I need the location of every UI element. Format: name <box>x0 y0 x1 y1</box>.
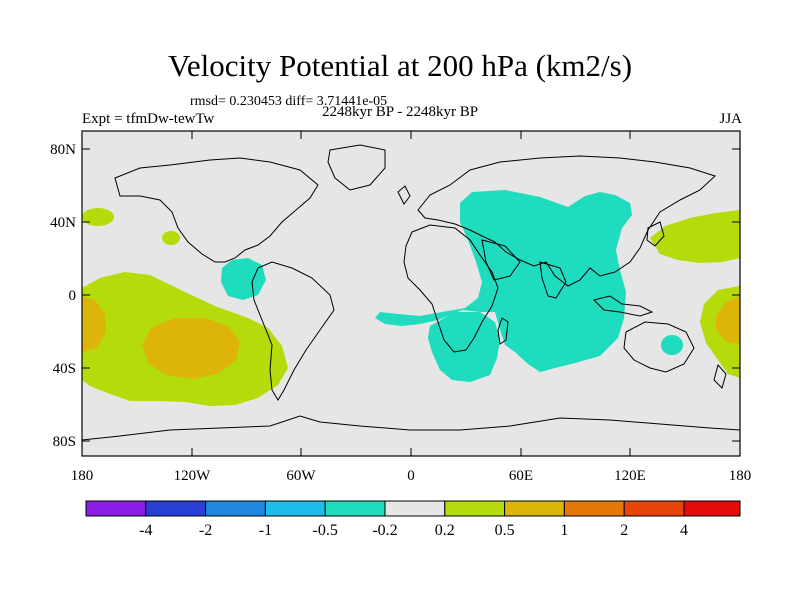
colorbar-box-9 <box>623 500 685 517</box>
lon-label-60e: 60E <box>509 468 533 484</box>
lon-ticks <box>81 131 631 456</box>
colorbar-box-3 <box>264 500 326 517</box>
lon-label-0: 0 <box>407 468 415 484</box>
caribbean-negative-region <box>221 258 266 300</box>
east-pacific-core <box>142 318 240 379</box>
lat-label-80n: 80N <box>50 142 76 158</box>
greenland-coast <box>327 144 386 191</box>
stats-text: rmsd= 0.230453 diff= 3.71441e-05 <box>190 94 388 109</box>
lat-label-40n: 40N <box>50 215 76 231</box>
south-africa-negative-region <box>428 312 500 382</box>
west-edge-core <box>82 296 106 352</box>
nw-pacific-positive-region <box>650 210 740 263</box>
arabia-coast <box>481 239 521 281</box>
lat-label-0: 0 <box>69 288 77 304</box>
uk-coast <box>397 185 411 205</box>
colorbar-box-10 <box>683 500 741 517</box>
lon-label-180e: 180 <box>729 468 752 484</box>
colorbar-label-3: -0.5 <box>313 522 338 539</box>
lat-ticks <box>82 148 740 442</box>
lon-label-180w: 180 <box>71 468 94 484</box>
lon-label-120e: 120E <box>614 468 646 484</box>
colorbar-label-1: -2 <box>199 522 212 539</box>
madagascar-coast <box>497 317 509 345</box>
lat-label-40s: 40S <box>53 361 76 377</box>
lon-label-120w: 120W <box>174 468 212 484</box>
experiment-label: Expt = tfmDw-tewTw <box>82 111 215 127</box>
colorbar-box-5 <box>384 500 446 517</box>
north-pacific-blob <box>82 208 114 226</box>
north-america-coast <box>114 157 319 263</box>
plot-title: Velocity Potential at 200 hPa (km2/s) <box>167 48 633 83</box>
japan-coast <box>646 221 665 247</box>
colorbar-label-4: -0.2 <box>372 522 397 539</box>
colorbar-label-7: 1 <box>560 522 568 539</box>
south-america-coast <box>251 261 335 401</box>
west-pacific-core <box>716 296 740 344</box>
colorbar-label-0: -4 <box>139 522 152 539</box>
colorbar-label-2: -1 <box>259 522 272 539</box>
colorbar-box-4 <box>324 500 386 517</box>
eastern-hemisphere-negative-region <box>375 190 632 372</box>
north-pacific-blob-small <box>162 231 180 245</box>
coastlines <box>82 144 740 441</box>
lon-label-60w: 60W <box>286 468 316 484</box>
colorbar-box-8 <box>563 500 625 517</box>
new-zealand-coast <box>713 363 727 389</box>
lat-label-80s: 80S <box>53 434 76 450</box>
colorbar-box-1 <box>145 500 207 517</box>
australia-coast <box>623 321 695 373</box>
colorbar-label-5: 0.2 <box>435 522 455 539</box>
season-label: JJA <box>719 111 742 127</box>
colorbar-box-6 <box>444 500 506 517</box>
contour-fields <box>82 190 740 406</box>
colorbar-box-0 <box>85 500 147 517</box>
colorbar-label-9: 4 <box>680 522 688 539</box>
indonesia-coast <box>593 295 654 317</box>
eurasia-coast <box>417 155 716 287</box>
colorbar: -4 -2 -1 -0.5 -0.2 0.2 0.5 1 2 4 <box>85 500 741 539</box>
colorbar-box-7 <box>504 500 565 517</box>
india-coast <box>539 261 567 299</box>
colorbar-label-8: 2 <box>620 522 628 539</box>
australia-negative-blob <box>661 335 683 355</box>
period-label: 2248kyr BP - 2248kyr BP <box>322 104 479 120</box>
colorbar-box-2 <box>205 500 266 517</box>
antarctica-coast <box>82 415 740 441</box>
africa-coast <box>403 224 499 353</box>
colorbar-label-6: 0.5 <box>495 522 515 539</box>
